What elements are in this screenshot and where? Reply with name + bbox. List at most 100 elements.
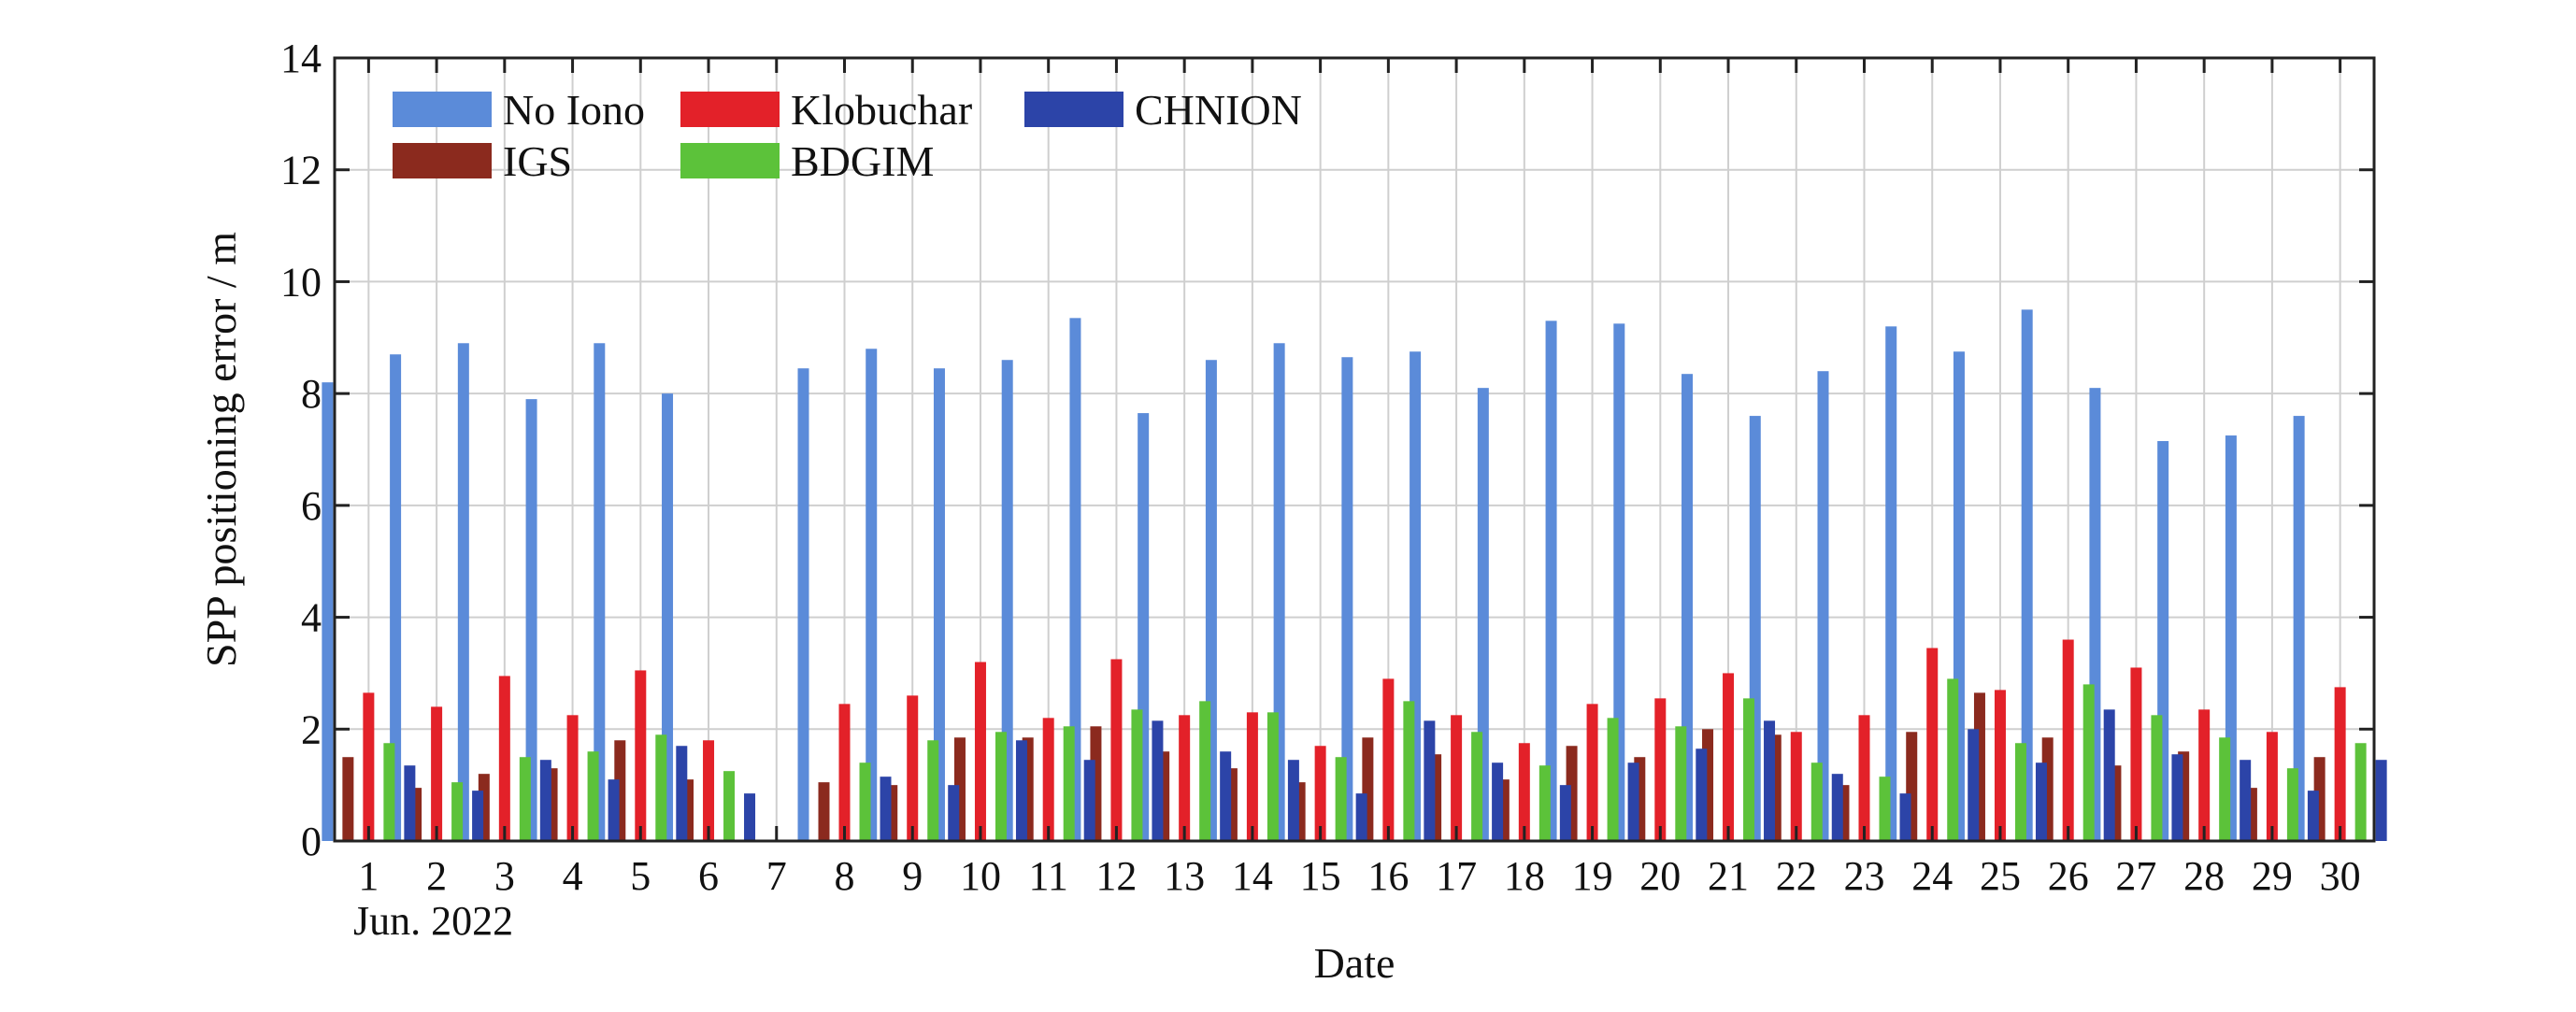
- x-tick-label: 10: [960, 853, 1001, 899]
- bar-chnion: [1627, 763, 1639, 841]
- bar-chnion: [539, 760, 551, 841]
- bar-chnion: [1015, 740, 1027, 841]
- bar-bdgim: [1538, 765, 1551, 841]
- x-tick-label: 2: [426, 853, 447, 899]
- x-tick-label: 25: [1980, 853, 2021, 899]
- bar-chnion: [1899, 793, 1911, 841]
- bar-klobuchar: [1994, 690, 2006, 841]
- bar-klobuchar: [498, 676, 510, 841]
- bar-chnion: [1831, 774, 1843, 841]
- bar-klobuchar: [1518, 743, 1530, 841]
- x-tick-label: 9: [902, 853, 923, 899]
- bar-bdgim: [2014, 743, 2026, 841]
- legend-label: IGS: [503, 137, 572, 185]
- bar-klobuchar: [1110, 659, 1123, 841]
- bar-klobuchar: [1586, 704, 1598, 841]
- bar-bdgim: [1607, 718, 1619, 841]
- bar-bdgim: [723, 771, 736, 841]
- bar-klobuchar: [2198, 709, 2211, 841]
- bar-chnion: [880, 777, 892, 841]
- bar-klobuchar: [566, 715, 579, 841]
- x-axis-label: Date: [1314, 939, 1395, 987]
- bar-klobuchar: [2130, 667, 2142, 841]
- y-tick-label: 10: [280, 259, 322, 305]
- bar-no-iono: [2293, 416, 2305, 841]
- bar-bdgim: [383, 743, 395, 841]
- bar-klobuchar: [1723, 673, 1735, 841]
- bar-no-iono: [457, 343, 469, 841]
- bar-klobuchar: [1382, 678, 1395, 841]
- bar-bdgim: [2219, 737, 2231, 841]
- bar-no-iono: [1001, 360, 1013, 841]
- bar-klobuchar: [1042, 718, 1054, 841]
- y-tick-label: 6: [301, 483, 322, 529]
- bar-no-iono: [866, 349, 878, 841]
- bar-chnion: [2103, 709, 2115, 841]
- bar-klobuchar: [1926, 648, 1939, 841]
- bar-bdgim: [1403, 701, 1415, 841]
- x-tick-label: 1: [358, 853, 379, 899]
- legend-label: CHNION: [1135, 86, 1302, 134]
- bar-klobuchar: [431, 706, 443, 841]
- bar-klobuchar: [2062, 639, 2074, 841]
- y-tick-label: 8: [301, 371, 322, 417]
- bar-bdgim: [1063, 726, 1075, 841]
- bar-chnion: [1287, 760, 1299, 841]
- bar-klobuchar: [703, 740, 715, 841]
- bar-bdgim: [1131, 709, 1143, 841]
- y-tick-label: 0: [301, 819, 322, 864]
- x-tick-label: 22: [1776, 853, 1817, 899]
- y-tick-label: 4: [301, 595, 322, 641]
- legend-swatch: [1024, 92, 1123, 127]
- bars: [322, 309, 2387, 842]
- bar-bdgim: [1879, 777, 1891, 841]
- bar-no-iono: [1817, 371, 1829, 841]
- x-tick-label: 14: [1232, 853, 1273, 899]
- x-tick-label: 19: [1572, 853, 1613, 899]
- bar-bdgim: [1267, 712, 1279, 841]
- legend-swatch: [680, 92, 780, 127]
- bar-no-iono: [594, 343, 606, 841]
- bar-chnion: [608, 779, 620, 841]
- bar-chnion: [1559, 785, 1571, 841]
- bar-chnion: [2307, 791, 2319, 841]
- bar-chnion: [1492, 763, 1504, 841]
- bar-klobuchar: [2266, 732, 2278, 841]
- bar-no-iono: [390, 354, 402, 841]
- bar-bdgim: [1743, 698, 1755, 841]
- bar-bdgim: [995, 732, 1007, 841]
- bar-bdgim: [655, 734, 667, 841]
- legend-swatch: [393, 92, 492, 127]
- legend-label: Klobuchar: [791, 86, 972, 134]
- bar-klobuchar: [1858, 715, 1870, 841]
- bar-bdgim: [2082, 684, 2095, 841]
- bar-chnion: [2240, 760, 2252, 841]
- bar-chnion: [472, 791, 484, 841]
- bar-no-iono: [1477, 388, 1489, 841]
- x-tick-label: 5: [630, 853, 651, 899]
- bar-no-iono: [662, 393, 674, 841]
- bar-chnion: [1355, 793, 1367, 841]
- x-tick-label: 21: [1708, 853, 1749, 899]
- x-tick-label: 27: [2115, 853, 2156, 899]
- bar-klobuchar: [974, 662, 986, 841]
- x-tick-label: 3: [494, 853, 515, 899]
- bar-no-iono: [1613, 323, 1625, 842]
- x-tick-label: 23: [1844, 853, 1885, 899]
- x-tick-label: 16: [1367, 853, 1409, 899]
- x-tick-label: 6: [698, 853, 719, 899]
- bar-klobuchar: [1179, 715, 1191, 841]
- x-tick-label: 20: [1639, 853, 1681, 899]
- x-tick-label: 7: [766, 853, 787, 899]
- axis-ticks: [335, 56, 2374, 843]
- bar-chnion: [676, 746, 688, 841]
- y-axis-label: SPP positioning error / m: [197, 232, 245, 667]
- legend-label: No Iono: [503, 86, 645, 134]
- bar-no-iono: [1682, 374, 1694, 841]
- bar-chnion: [2171, 754, 2183, 841]
- legend-swatch: [680, 143, 780, 178]
- bar-bdgim: [927, 740, 939, 841]
- bar-no-iono: [1341, 357, 1353, 841]
- bar-klobuchar: [838, 704, 851, 841]
